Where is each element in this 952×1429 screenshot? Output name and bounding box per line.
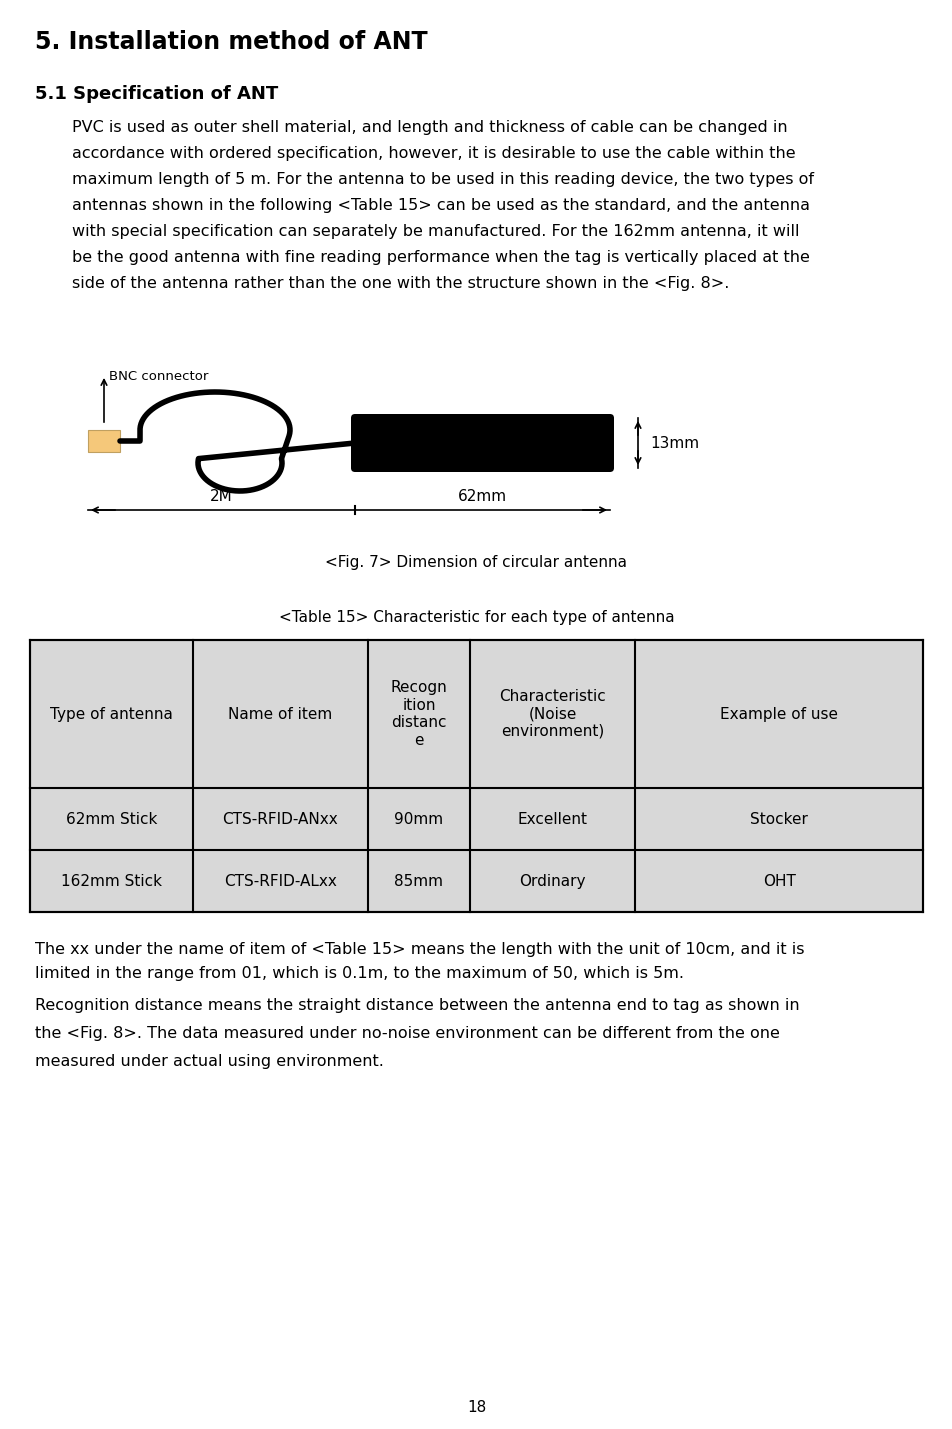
Bar (88, 430, 120, 452)
Text: with special specification can separately be manufactured. For the 162mm antenna: with special specification can separatel… (72, 224, 799, 239)
Text: the <Fig. 8>. The data measured under no-noise environment can be different from: the <Fig. 8>. The data measured under no… (35, 1026, 779, 1040)
Text: be the good antenna with fine reading performance when the tag is vertically pla: be the good antenna with fine reading pe… (72, 250, 809, 264)
Text: 62mm Stick: 62mm Stick (66, 812, 157, 826)
Text: Stocker: Stocker (749, 812, 807, 826)
Text: 90mm: 90mm (394, 812, 443, 826)
Text: CTS-RFID-ANxx: CTS-RFID-ANxx (223, 812, 338, 826)
Text: Characteristic
(Noise
environment): Characteristic (Noise environment) (499, 689, 605, 739)
Text: Excellent: Excellent (517, 812, 587, 826)
Text: Type of antenna: Type of antenna (50, 706, 173, 722)
Text: 162mm Stick: 162mm Stick (61, 873, 162, 889)
Text: 85mm: 85mm (394, 873, 443, 889)
Text: <Fig. 7> Dimension of circular antenna: <Fig. 7> Dimension of circular antenna (326, 554, 626, 570)
Text: 13mm: 13mm (649, 436, 699, 450)
Text: side of the antenna rather than the one with the structure shown in the <Fig. 8>: side of the antenna rather than the one … (72, 276, 728, 292)
Text: limited in the range from 01, which is 0.1m, to the maximum of 50, which is 5m.: limited in the range from 01, which is 0… (35, 966, 684, 980)
Text: 5. Installation method of ANT: 5. Installation method of ANT (35, 30, 427, 54)
Text: Name of item: Name of item (228, 706, 332, 722)
Text: Example of use: Example of use (720, 706, 838, 722)
Text: 18: 18 (466, 1400, 486, 1415)
Text: maximum length of 5 m. For the antenna to be used in this reading device, the tw: maximum length of 5 m. For the antenna t… (72, 171, 813, 187)
Text: The xx under the name of item of <Table 15> means the length with the unit of 10: The xx under the name of item of <Table … (35, 942, 803, 957)
Text: OHT: OHT (762, 873, 795, 889)
Bar (30, 640, 922, 912)
Text: measured under actual using environment.: measured under actual using environment. (35, 1055, 384, 1069)
Text: BNC connector: BNC connector (109, 370, 208, 383)
Text: accordance with ordered specification, however, it is desirable to use the cable: accordance with ordered specification, h… (72, 146, 795, 161)
Text: 2M: 2M (209, 489, 232, 504)
Text: 5.1 Specification of ANT: 5.1 Specification of ANT (35, 84, 278, 103)
Text: Ordinary: Ordinary (519, 873, 585, 889)
Text: PVC is used as outer shell material, and length and thickness of cable can be ch: PVC is used as outer shell material, and… (72, 120, 786, 134)
Text: antennas shown in the following <Table 15> can be used as the standard, and the : antennas shown in the following <Table 1… (72, 199, 809, 213)
Bar (30, 640, 922, 912)
Text: Recognition distance means the straight distance between the antenna end to tag : Recognition distance means the straight … (35, 997, 799, 1013)
Text: <Table 15> Characteristic for each type of antenna: <Table 15> Characteristic for each type … (278, 610, 674, 624)
FancyBboxPatch shape (350, 414, 613, 472)
Text: CTS-RFID-ALxx: CTS-RFID-ALxx (224, 873, 337, 889)
Text: Recogn
ition
distanc
e: Recogn ition distanc e (390, 680, 446, 747)
Text: 62mm: 62mm (458, 489, 506, 504)
